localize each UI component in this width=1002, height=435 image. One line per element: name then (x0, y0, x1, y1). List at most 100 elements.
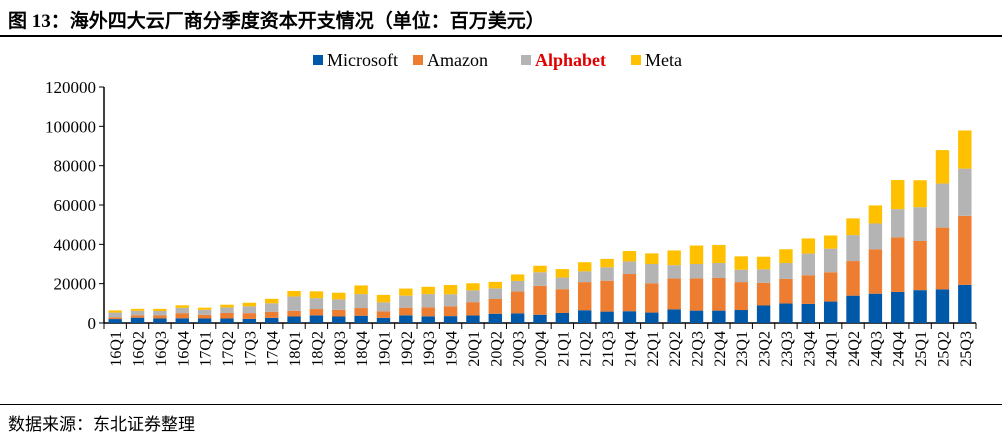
x-tick-label: 22Q3 (690, 331, 707, 367)
x-tick-label: 16Q2 (131, 331, 148, 367)
bar-alphabet-19Q4 (443, 294, 458, 307)
legend-label-amazon: Amazon (427, 50, 488, 70)
bar-alphabet-20Q1 (466, 290, 480, 303)
bar-amazon-23Q2 (756, 282, 771, 306)
x-tick-label: 18Q3 (332, 331, 349, 367)
bar-microsoft-24Q2 (846, 295, 860, 323)
bar-microsoft-21Q2 (578, 310, 592, 323)
footer-divider (0, 404, 1002, 405)
bar-microsoft-20Q4 (533, 314, 547, 323)
x-tick-label: 25Q1 (913, 331, 930, 367)
bar-microsoft-17Q4 (264, 317, 279, 323)
x-tick-label: 24Q1 (824, 331, 841, 367)
bar-alphabet-17Q3 (242, 306, 257, 314)
x-tick-label: 17Q2 (220, 331, 237, 367)
bar-meta-22Q1 (645, 253, 659, 264)
bar-microsoft-25Q3 (958, 284, 972, 323)
x-tick-label: 18Q1 (287, 331, 304, 367)
figure-title: 图 13：海外四大云厂商分季度资本开支情况（单位：百万美元） (8, 11, 545, 32)
x-tick-label: 21Q1 (555, 331, 572, 367)
bar-amazon-21Q1 (555, 289, 570, 313)
bar-microsoft-19Q4 (443, 316, 458, 323)
legend-label-microsoft: Microsoft (327, 50, 398, 70)
bar-alphabet-16Q4 (175, 307, 189, 314)
bar-amazon-24Q3 (868, 249, 883, 294)
bar-alphabet-18Q3 (332, 299, 346, 310)
bar-microsoft-21Q3 (600, 311, 614, 323)
bar-meta-16Q3 (153, 308, 167, 312)
bar-alphabet-24Q1 (823, 248, 838, 273)
bar-microsoft-16Q1 (108, 319, 122, 323)
bar-microsoft-18Q1 (287, 316, 301, 323)
bar-alphabet-23Q2 (756, 269, 771, 283)
bar-microsoft-16Q4 (175, 318, 189, 323)
bar-alphabet-22Q1 (645, 264, 659, 284)
bar-alphabet-21Q1 (555, 277, 570, 290)
bar-alphabet-21Q3 (600, 267, 614, 281)
bar-microsoft-16Q2 (130, 317, 145, 323)
bar-amazon-22Q2 (667, 278, 681, 310)
bar-alphabet-16Q2 (130, 310, 145, 316)
x-tick-label: 17Q3 (242, 331, 259, 367)
bar-amazon-16Q3 (153, 315, 167, 319)
bar-alphabet-24Q2 (846, 235, 860, 262)
legend-label-alphabet: Alphabet (535, 50, 606, 70)
x-tick-label: 21Q4 (622, 331, 639, 367)
bar-meta-21Q1 (555, 269, 570, 278)
bar-microsoft-22Q1 (645, 312, 659, 323)
x-tick-label: 17Q4 (265, 331, 282, 367)
bar-meta-25Q3 (958, 130, 972, 169)
bar-microsoft-17Q1 (197, 318, 212, 323)
bar-alphabet-17Q2 (220, 307, 234, 313)
bar-meta-18Q1 (287, 290, 301, 297)
x-tick-label: 24Q2 (846, 331, 863, 367)
bar-alphabet-23Q1 (734, 269, 748, 283)
bar-alphabet-19Q1 (376, 302, 391, 312)
bar-microsoft-17Q3 (242, 318, 257, 323)
x-tick-label: 20Q3 (511, 331, 528, 367)
bar-meta-24Q4 (891, 180, 905, 210)
bar-alphabet-23Q4 (801, 253, 816, 276)
y-tick-label: 0 (88, 314, 97, 333)
bar-microsoft-21Q4 (622, 311, 637, 323)
bar-meta-19Q4 (443, 285, 458, 295)
bar-alphabet-17Q4 (264, 303, 279, 312)
bar-meta-21Q4 (622, 251, 637, 262)
bar-amazon-24Q1 (823, 272, 838, 302)
bar-microsoft-23Q3 (779, 303, 793, 323)
y-tick-label: 60000 (54, 196, 97, 215)
legend-swatch-meta (631, 55, 641, 65)
bar-alphabet-22Q2 (667, 265, 681, 279)
x-tick-label: 23Q3 (779, 331, 796, 367)
bar-microsoft-19Q1 (376, 317, 391, 323)
x-tick-label: 22Q4 (712, 331, 729, 367)
bar-meta-21Q2 (578, 262, 592, 272)
bar-microsoft-24Q1 (823, 301, 838, 323)
bar-alphabet-18Q2 (309, 298, 324, 310)
bar-microsoft-18Q4 (354, 315, 368, 323)
bar-alphabet-16Q3 (153, 311, 167, 316)
bar-meta-16Q4 (175, 305, 189, 308)
bar-microsoft-18Q3 (332, 316, 346, 323)
bar-meta-19Q1 (376, 294, 391, 303)
bar-alphabet-22Q4 (712, 263, 726, 278)
bar-amazon-16Q4 (175, 313, 189, 319)
bar-microsoft-22Q3 (689, 310, 704, 323)
bar-meta-16Q1 (108, 310, 122, 313)
x-tick-label: 16Q4 (175, 331, 192, 367)
bar-alphabet-18Q4 (354, 294, 368, 309)
bar-amazon-16Q2 (130, 315, 145, 318)
bar-meta-24Q1 (823, 235, 838, 249)
bar-amazon-19Q4 (443, 306, 458, 317)
bar-meta-18Q2 (309, 291, 324, 299)
bar-meta-21Q3 (600, 258, 614, 268)
bar-microsoft-20Q2 (488, 313, 502, 323)
bar-meta-17Q1 (197, 307, 212, 310)
bar-meta-19Q3 (421, 286, 435, 295)
bar-meta-23Q1 (734, 256, 748, 270)
x-tick-label: 19Q4 (444, 331, 461, 367)
bar-microsoft-20Q3 (510, 313, 525, 323)
bar-amazon-20Q3 (510, 291, 525, 314)
bar-amazon-18Q4 (354, 308, 368, 316)
